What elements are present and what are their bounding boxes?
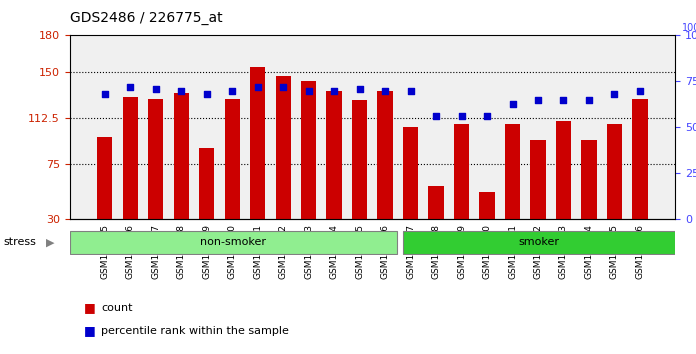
Bar	[581, 140, 596, 219]
Bar	[148, 99, 164, 219]
Text: smoker: smoker	[519, 238, 560, 247]
FancyBboxPatch shape	[403, 232, 675, 253]
Point	[379, 88, 390, 93]
Bar	[199, 148, 214, 219]
Point	[634, 88, 645, 93]
Text: count: count	[101, 303, 132, 313]
Point	[431, 114, 442, 119]
Bar	[352, 101, 367, 219]
Point	[150, 86, 161, 92]
Text: stress: stress	[3, 238, 36, 247]
Text: non-smoker: non-smoker	[200, 238, 267, 247]
Bar	[556, 121, 571, 219]
Point	[558, 97, 569, 103]
Bar	[326, 91, 342, 219]
Bar	[480, 193, 495, 219]
Bar	[225, 99, 240, 219]
Point	[532, 97, 544, 103]
Point	[354, 86, 365, 92]
FancyBboxPatch shape	[70, 232, 397, 253]
Point	[125, 84, 136, 90]
Point	[100, 91, 111, 97]
Bar	[429, 186, 444, 219]
Point	[278, 84, 289, 90]
Point	[405, 88, 416, 93]
Point	[456, 114, 467, 119]
Bar	[276, 76, 291, 219]
Point	[609, 91, 620, 97]
Bar	[505, 124, 520, 219]
Bar	[403, 127, 418, 219]
Bar	[377, 91, 393, 219]
Point	[201, 91, 212, 97]
Point	[175, 88, 187, 93]
Bar	[454, 124, 469, 219]
Bar	[250, 67, 265, 219]
Point	[252, 84, 263, 90]
Text: ■: ■	[84, 302, 95, 314]
Bar	[301, 81, 316, 219]
Text: percentile rank within the sample: percentile rank within the sample	[101, 326, 289, 336]
Text: GDS2486 / 226775_at: GDS2486 / 226775_at	[70, 11, 222, 25]
Bar	[122, 97, 138, 219]
Point	[482, 114, 493, 119]
Point	[329, 88, 340, 93]
Point	[583, 97, 594, 103]
Text: 100%: 100%	[682, 23, 696, 33]
Bar	[632, 99, 647, 219]
Text: ■: ■	[84, 325, 95, 337]
Text: ▶: ▶	[46, 238, 54, 247]
Bar	[173, 93, 189, 219]
Bar	[97, 137, 113, 219]
Bar	[607, 124, 622, 219]
Point	[227, 88, 238, 93]
Point	[303, 88, 314, 93]
Point	[507, 101, 518, 106]
Bar	[530, 140, 546, 219]
